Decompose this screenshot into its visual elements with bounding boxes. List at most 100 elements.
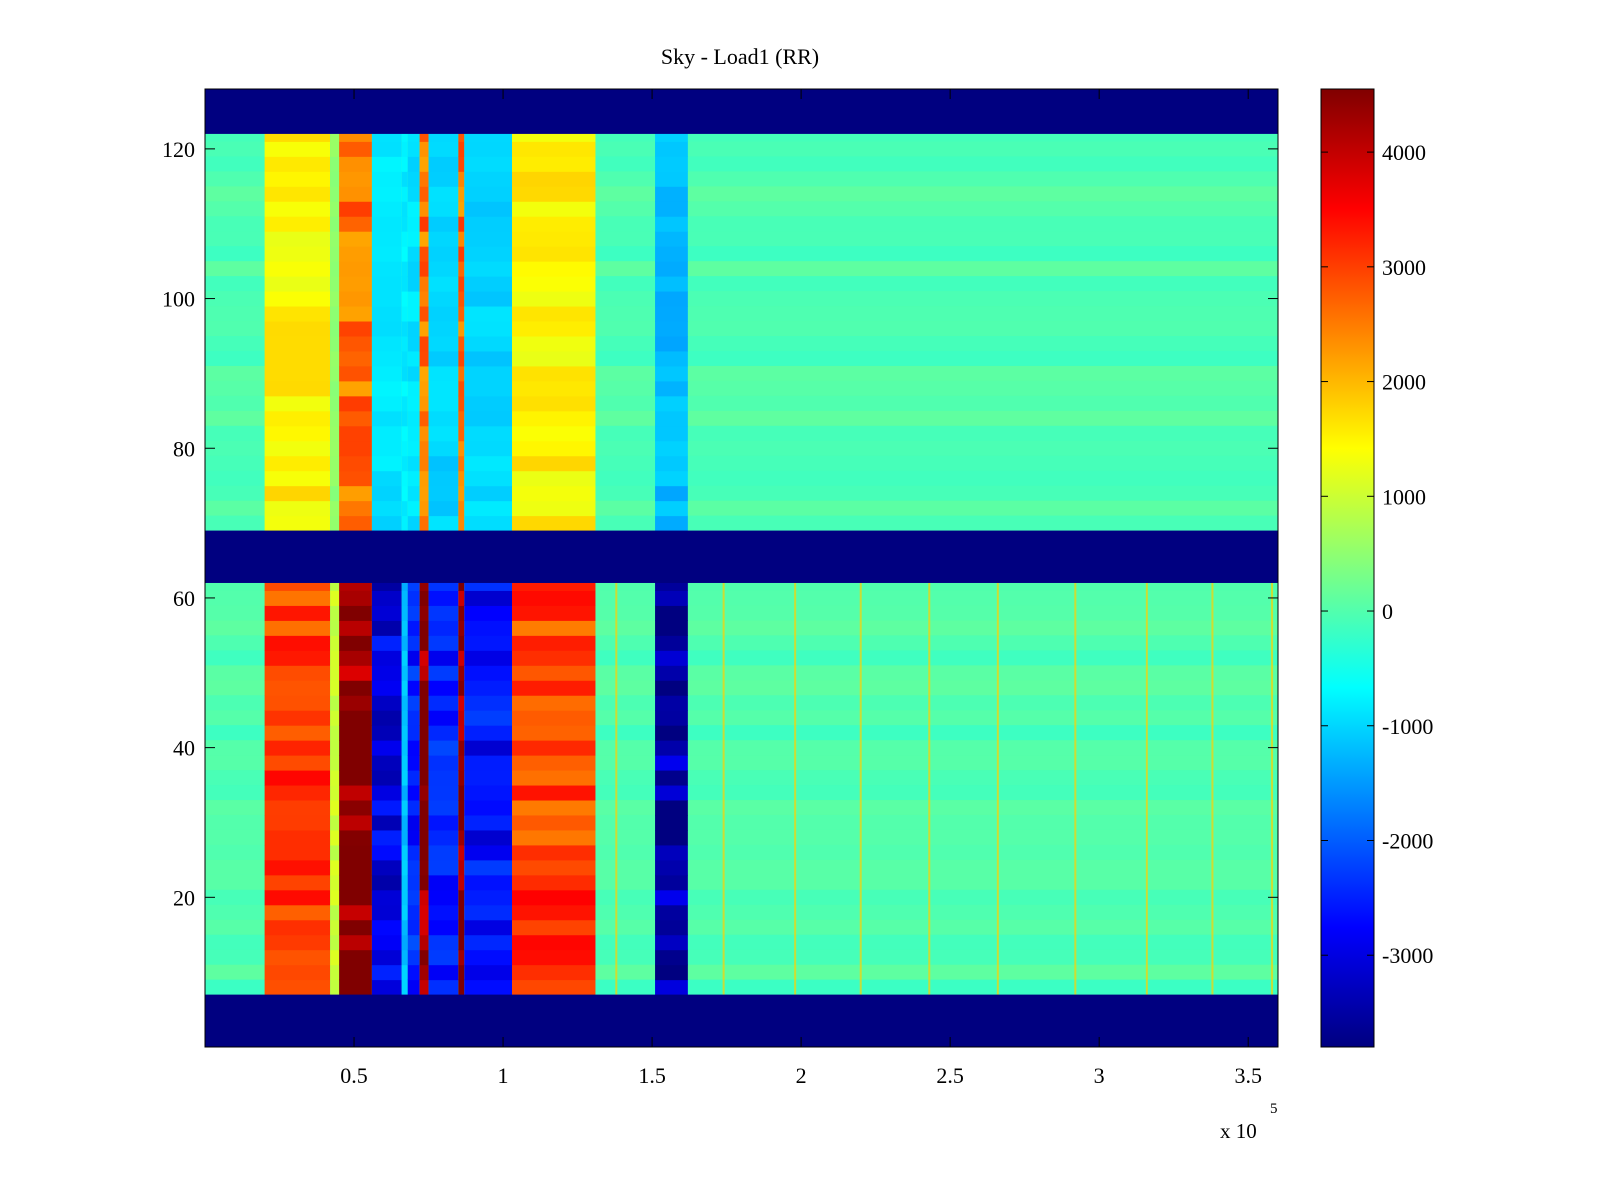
heatmap-cell bbox=[371, 904, 402, 921]
heatmap-cell bbox=[655, 919, 688, 936]
heatmap-cell bbox=[428, 395, 459, 412]
heatmap-cell bbox=[419, 261, 429, 277]
heatmap-cell bbox=[407, 949, 420, 966]
heatmap-cell bbox=[407, 246, 420, 262]
heatmap-cell bbox=[264, 246, 331, 262]
x-tick-label: 2 bbox=[796, 1063, 807, 1088]
heatmap-cell bbox=[458, 276, 465, 292]
heatmap-cell bbox=[401, 276, 408, 292]
heatmap-cell bbox=[419, 485, 429, 502]
heatmap-cell bbox=[371, 395, 402, 412]
heatmap-cell bbox=[339, 291, 372, 307]
heatmap-cell bbox=[330, 844, 340, 861]
heatmap-cell bbox=[511, 425, 596, 442]
heatmap-cell bbox=[330, 829, 340, 846]
heatmap-cell bbox=[419, 844, 429, 861]
heatmap-cell bbox=[407, 515, 420, 532]
heatmap-cell bbox=[264, 171, 331, 187]
heatmap-cell bbox=[264, 590, 331, 606]
heatmap-cell bbox=[407, 590, 420, 606]
heatmap-cell bbox=[339, 800, 372, 816]
heatmap-cell bbox=[330, 874, 340, 891]
heatmap-cell bbox=[371, 335, 402, 352]
heatmap-cell bbox=[401, 979, 408, 996]
heatmap-cell bbox=[464, 695, 512, 711]
x-tick-label: 3 bbox=[1094, 1063, 1105, 1088]
heatmap-cell bbox=[264, 261, 331, 277]
heatmap-cell bbox=[419, 425, 429, 442]
heatmap-cell bbox=[655, 814, 688, 831]
heatmap-cell bbox=[330, 246, 340, 262]
heatmap-cell bbox=[511, 365, 596, 382]
heatmap-cell bbox=[419, 725, 429, 741]
heatmap-cell bbox=[264, 321, 331, 337]
heatmap-cell bbox=[264, 276, 331, 292]
x-tick-label: 2.5 bbox=[936, 1063, 964, 1088]
heatmap-cell bbox=[458, 186, 465, 202]
heatmap-cell bbox=[371, 829, 402, 846]
heatmap-cell bbox=[401, 800, 408, 816]
heatmap-cell bbox=[339, 321, 372, 337]
heatmap-cell bbox=[464, 874, 512, 891]
x-tick-label: 3.5 bbox=[1234, 1063, 1262, 1088]
heatmap-cell bbox=[264, 186, 331, 202]
heatmap-cell bbox=[655, 440, 688, 457]
heatmap-cell bbox=[407, 650, 420, 666]
heatmap-cell bbox=[655, 515, 688, 532]
heatmap-cell bbox=[401, 785, 408, 801]
heatmap-cell bbox=[330, 919, 340, 936]
heatmap-cell bbox=[330, 575, 340, 591]
heatmap-cell bbox=[511, 350, 596, 367]
heatmap-cell bbox=[458, 800, 465, 816]
heatmap-cell bbox=[330, 276, 340, 292]
heatmap-cell bbox=[339, 590, 372, 606]
heatmap-cell bbox=[407, 889, 420, 906]
heatmap-cell bbox=[428, 829, 459, 846]
heatmap-cell bbox=[401, 665, 408, 681]
y-tick-label: 20 bbox=[173, 885, 195, 910]
heatmap-cell bbox=[464, 156, 512, 172]
x-multiplier-base: x 10 bbox=[1220, 1119, 1257, 1143]
heatmap-cell bbox=[464, 216, 512, 232]
heatmap-cell bbox=[428, 934, 459, 951]
heatmap-cell bbox=[371, 515, 402, 532]
heatmap-cell bbox=[330, 650, 340, 666]
heatmap-cell bbox=[511, 455, 596, 472]
heatmap-cell bbox=[419, 889, 429, 906]
heatmap-cell bbox=[428, 365, 459, 382]
heatmap-cell bbox=[264, 500, 331, 517]
heatmap-cell bbox=[419, 575, 429, 591]
heatmap-cell bbox=[371, 695, 402, 711]
heatmap-cell bbox=[401, 410, 408, 427]
heatmap-cell bbox=[458, 216, 465, 232]
heatmap-cell bbox=[371, 710, 402, 726]
heatmap-cell bbox=[464, 246, 512, 262]
heatmap-cell bbox=[371, 755, 402, 771]
heatmap-cell bbox=[330, 859, 340, 876]
heatmap-cell bbox=[655, 186, 688, 202]
x-tick-label: 1 bbox=[498, 1063, 509, 1088]
heatmap-cell bbox=[419, 829, 429, 846]
heatmap-cell bbox=[458, 515, 465, 532]
heatmap-cell bbox=[264, 725, 331, 741]
heatmap-cell bbox=[330, 201, 340, 217]
heatmap-cell bbox=[464, 485, 512, 502]
heatmap-cell bbox=[339, 515, 372, 532]
heatmap-cell bbox=[464, 141, 512, 157]
heatmap-cell bbox=[371, 800, 402, 816]
heatmap-cell bbox=[339, 186, 372, 202]
heatmap-cell bbox=[339, 365, 372, 382]
heatmap-cell bbox=[419, 979, 429, 996]
heatmap-cell bbox=[371, 620, 402, 636]
heatmap-cell bbox=[428, 740, 459, 756]
heatmap-cell bbox=[428, 291, 459, 307]
heatmap-cell bbox=[330, 425, 340, 442]
heatmap-cell bbox=[428, 156, 459, 172]
heatmap-cell bbox=[330, 171, 340, 187]
heatmap-cell bbox=[264, 470, 331, 487]
heatmap-cell bbox=[464, 755, 512, 771]
heatmap-cell bbox=[401, 201, 408, 217]
heatmap-cell bbox=[419, 470, 429, 487]
heatmap-cell bbox=[371, 171, 402, 187]
